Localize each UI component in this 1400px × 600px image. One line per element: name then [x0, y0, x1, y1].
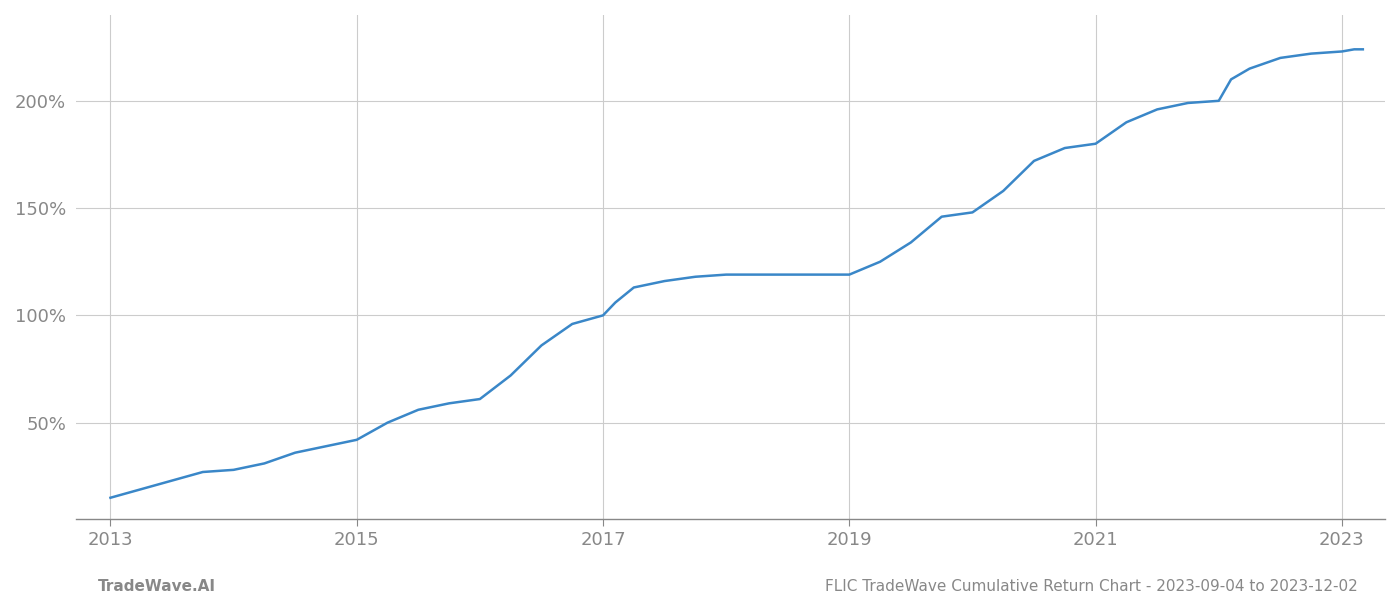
- Text: TradeWave.AI: TradeWave.AI: [98, 579, 216, 594]
- Text: FLIC TradeWave Cumulative Return Chart - 2023-09-04 to 2023-12-02: FLIC TradeWave Cumulative Return Chart -…: [825, 579, 1358, 594]
